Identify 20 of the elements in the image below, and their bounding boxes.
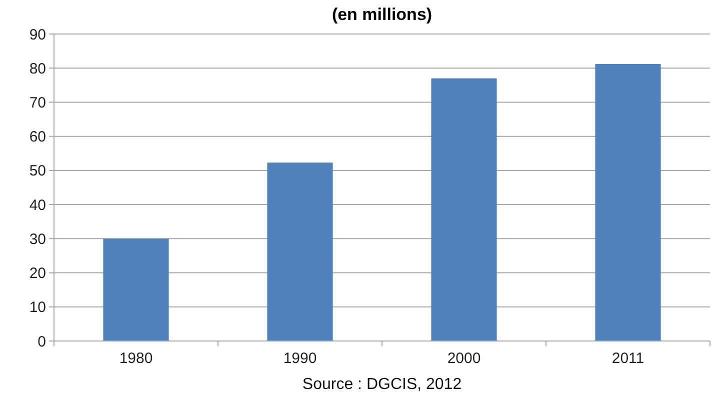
y-tick-label: 70 — [29, 94, 46, 112]
y-tick-label: 10 — [29, 299, 46, 316]
y-tick-label: 40 — [29, 196, 46, 214]
y-tick-label: 90 — [29, 26, 46, 44]
source-note: Source : DGCIS, 2012 — [302, 376, 462, 393]
bar — [267, 162, 333, 341]
y-tick-label: 80 — [29, 60, 46, 78]
bar — [595, 64, 661, 341]
y-tick-label: 0 — [38, 333, 46, 350]
x-tick-label: 2011 — [612, 350, 644, 367]
y-tick-label: 30 — [29, 230, 46, 248]
bar — [103, 238, 169, 341]
y-tick-label: 50 — [29, 162, 46, 180]
x-tick-label: 1980 — [119, 350, 153, 367]
chart-title: (en millions) — [332, 5, 432, 24]
bar — [431, 78, 497, 341]
y-tick-label: 60 — [29, 128, 46, 146]
x-tick-label: 1990 — [283, 350, 317, 367]
x-tick-label: 2000 — [447, 350, 481, 367]
y-tick-label: 20 — [29, 265, 46, 282]
